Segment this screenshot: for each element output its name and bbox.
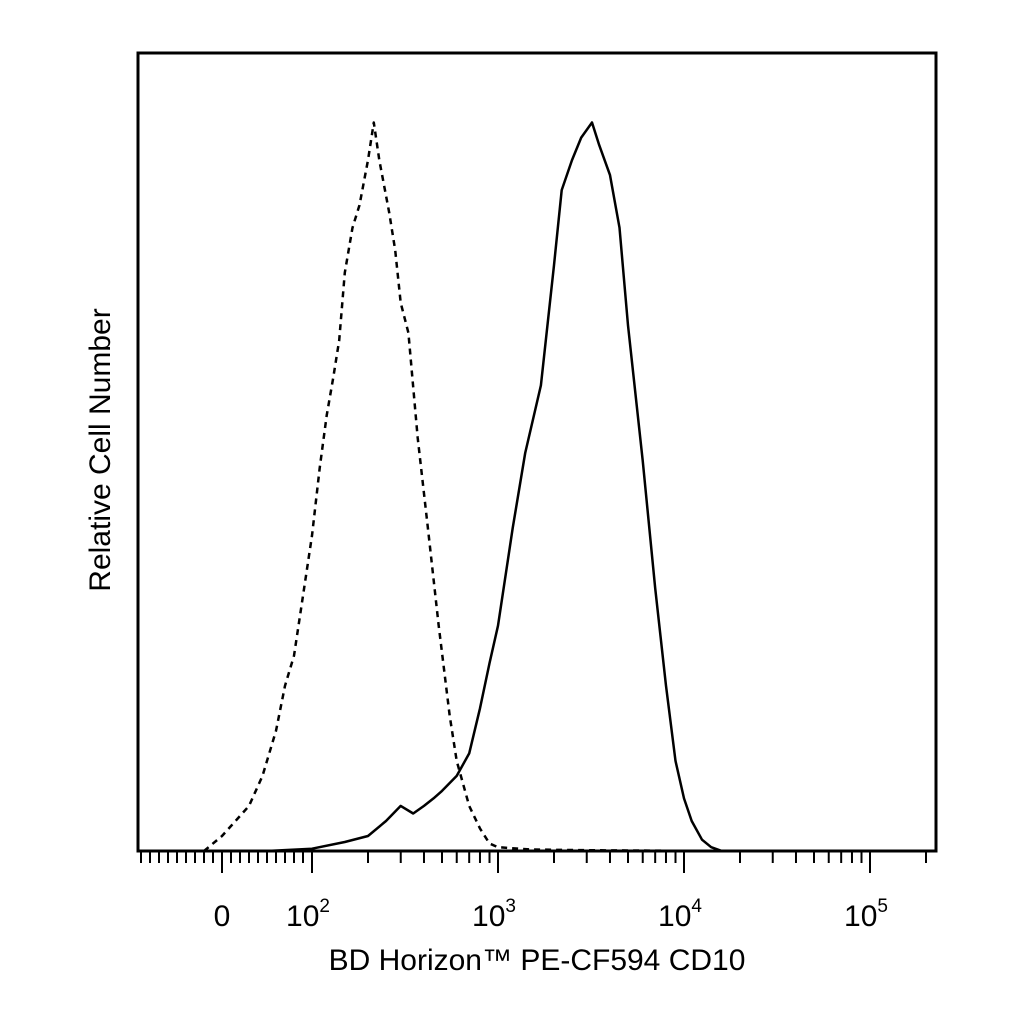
x-axis-title: BD Horizon™ PE-CF594 CD10 <box>329 944 746 977</box>
x-tick-label: 0 <box>214 900 231 933</box>
x-tick-label: 105 <box>844 896 888 933</box>
x-tick-label: 102 <box>286 896 330 933</box>
x-tick-label: 103 <box>472 896 516 933</box>
tick-base: 0 <box>214 900 231 933</box>
x-tick-label: 104 <box>658 896 702 933</box>
tick-exponent: 4 <box>691 896 702 917</box>
series-line-solid <box>204 121 936 853</box>
tick-base: 10 <box>844 900 877 933</box>
x-tick-labels: 0 102 103 104 105 <box>214 896 888 933</box>
tick-base: 10 <box>658 900 691 933</box>
tick-exponent: 5 <box>877 896 888 917</box>
series-layer <box>203 121 936 853</box>
x-axis-ticks <box>138 850 936 873</box>
tick-base: 10 <box>472 900 505 933</box>
tick-base: 10 <box>286 900 319 933</box>
plot-frame <box>136 51 938 853</box>
tick-exponent: 3 <box>505 896 516 917</box>
tick-exponent: 2 <box>319 896 330 917</box>
y-axis-title: Relative Cell Number <box>84 308 117 591</box>
series-line-dashed <box>203 121 717 853</box>
